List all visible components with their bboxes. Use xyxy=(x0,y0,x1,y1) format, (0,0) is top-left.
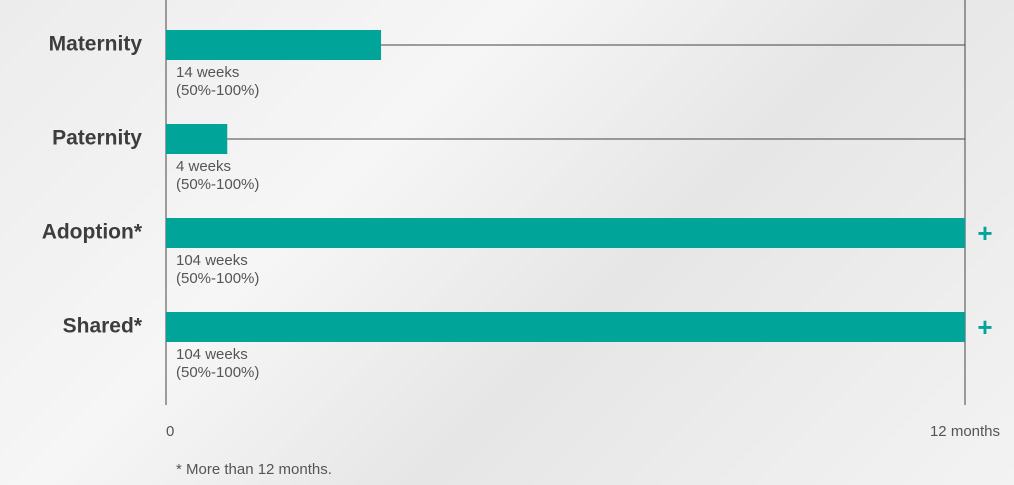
x-tick-label: 12 months xyxy=(930,423,1000,440)
bar xyxy=(166,124,228,154)
category-label: Adoption* xyxy=(42,221,143,244)
category-label: Shared* xyxy=(63,315,143,338)
bar xyxy=(166,312,965,342)
category-label: Maternity xyxy=(49,33,143,56)
overflow-marker: + xyxy=(977,218,992,248)
pay-label: (50%-100%) xyxy=(176,270,259,287)
bar xyxy=(166,30,382,60)
value-label: 104 weeks xyxy=(176,252,248,269)
value-label: 4 weeks xyxy=(176,158,231,175)
value-label: 14 weeks xyxy=(176,64,239,81)
pay-label: (50%-100%) xyxy=(176,82,259,99)
overflow-marker: + xyxy=(977,312,992,342)
x-tick-label: 0 xyxy=(166,423,174,440)
pay-label: (50%-100%) xyxy=(176,364,259,381)
pay-label: (50%-100%) xyxy=(176,176,259,193)
bar xyxy=(166,218,965,248)
value-label: 104 weeks xyxy=(176,346,248,363)
category-label: Paternity xyxy=(52,127,142,150)
footnote: * More than 12 months. xyxy=(176,461,332,478)
